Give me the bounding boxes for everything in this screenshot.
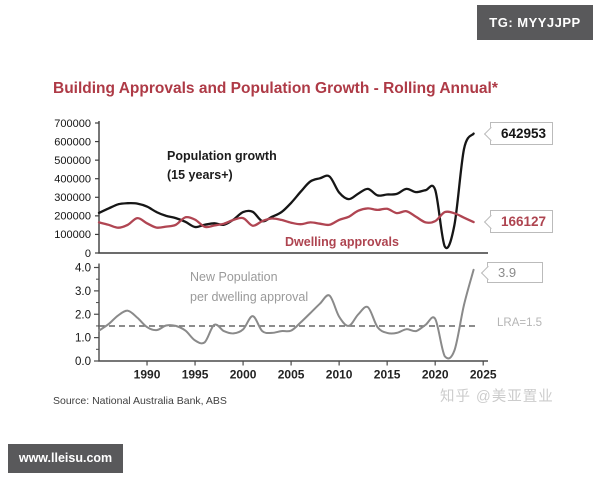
- dwelling-end-value: 166127: [501, 214, 546, 229]
- top-y-tick-label: 100000: [54, 229, 91, 241]
- x-tick-label: 2020: [422, 368, 449, 382]
- top-y-tick-label: 700000: [54, 118, 91, 130]
- bottom-y-tick-label: 0.0: [75, 356, 91, 368]
- top-y-tick-label: 400000: [54, 174, 91, 186]
- x-tick-label: 2015: [374, 368, 401, 382]
- population-end-value: 642953: [501, 126, 546, 141]
- x-tick-label: 2010: [326, 368, 353, 382]
- bottom-y-tick-label: 2.0: [75, 309, 91, 321]
- top-y-tick-label: 0: [85, 248, 91, 260]
- page: 0 100000 200000 300000 400000 500000 600000 700…: [0, 0, 600, 480]
- x-tick-label: 2025: [470, 368, 497, 382]
- x-tick-label: 2000: [230, 368, 257, 382]
- x-tick-label: 1990: [134, 368, 161, 382]
- ratio-end-value-callout: 3.9: [487, 262, 543, 283]
- lra-reference-label: LRA=1.5: [497, 317, 542, 329]
- ratio-end-value: 3.9: [498, 265, 516, 280]
- ratio-label-line1: New Population: [190, 267, 308, 287]
- x-tick-label: 1995: [182, 368, 209, 382]
- bottom-y-tick-label: 1.0: [75, 333, 91, 345]
- dwelling-end-value-callout: 166127: [490, 210, 553, 233]
- population-end-value-callout: 642953: [490, 122, 553, 145]
- top-y-tick-label: 600000: [54, 136, 91, 148]
- population-growth-label-line2: (15 years+): [167, 166, 277, 185]
- x-tick-label: 2005: [278, 368, 305, 382]
- bottom-y-tick-label: 4.0: [75, 263, 91, 275]
- zhihu-watermark: 知乎 @美亚置业: [440, 385, 554, 406]
- website-badge: www.lleisu.com: [8, 444, 123, 473]
- ratio-label-line2: per dwelling approval: [190, 287, 308, 307]
- ratio-label: New Population per dwelling approval: [190, 267, 308, 307]
- chart-title: Building Approvals and Population Growth…: [53, 80, 498, 98]
- population-growth-label-line1: Population growth: [167, 147, 277, 166]
- dwelling-approvals-label: Dwelling approvals: [285, 235, 399, 249]
- top-y-tick-label: 500000: [54, 155, 91, 167]
- population-growth-line: [99, 134, 474, 248]
- source-note: Source: National Australia Bank, ABS: [53, 395, 227, 407]
- bottom-y-tick-label: 3.0: [75, 286, 91, 298]
- population-growth-label: Population growth (15 years+): [167, 147, 277, 186]
- top-y-tick-label: 300000: [54, 192, 91, 204]
- telegram-badge: TG: MYYJJPP: [477, 5, 593, 40]
- top-y-tick-label: 200000: [54, 211, 91, 223]
